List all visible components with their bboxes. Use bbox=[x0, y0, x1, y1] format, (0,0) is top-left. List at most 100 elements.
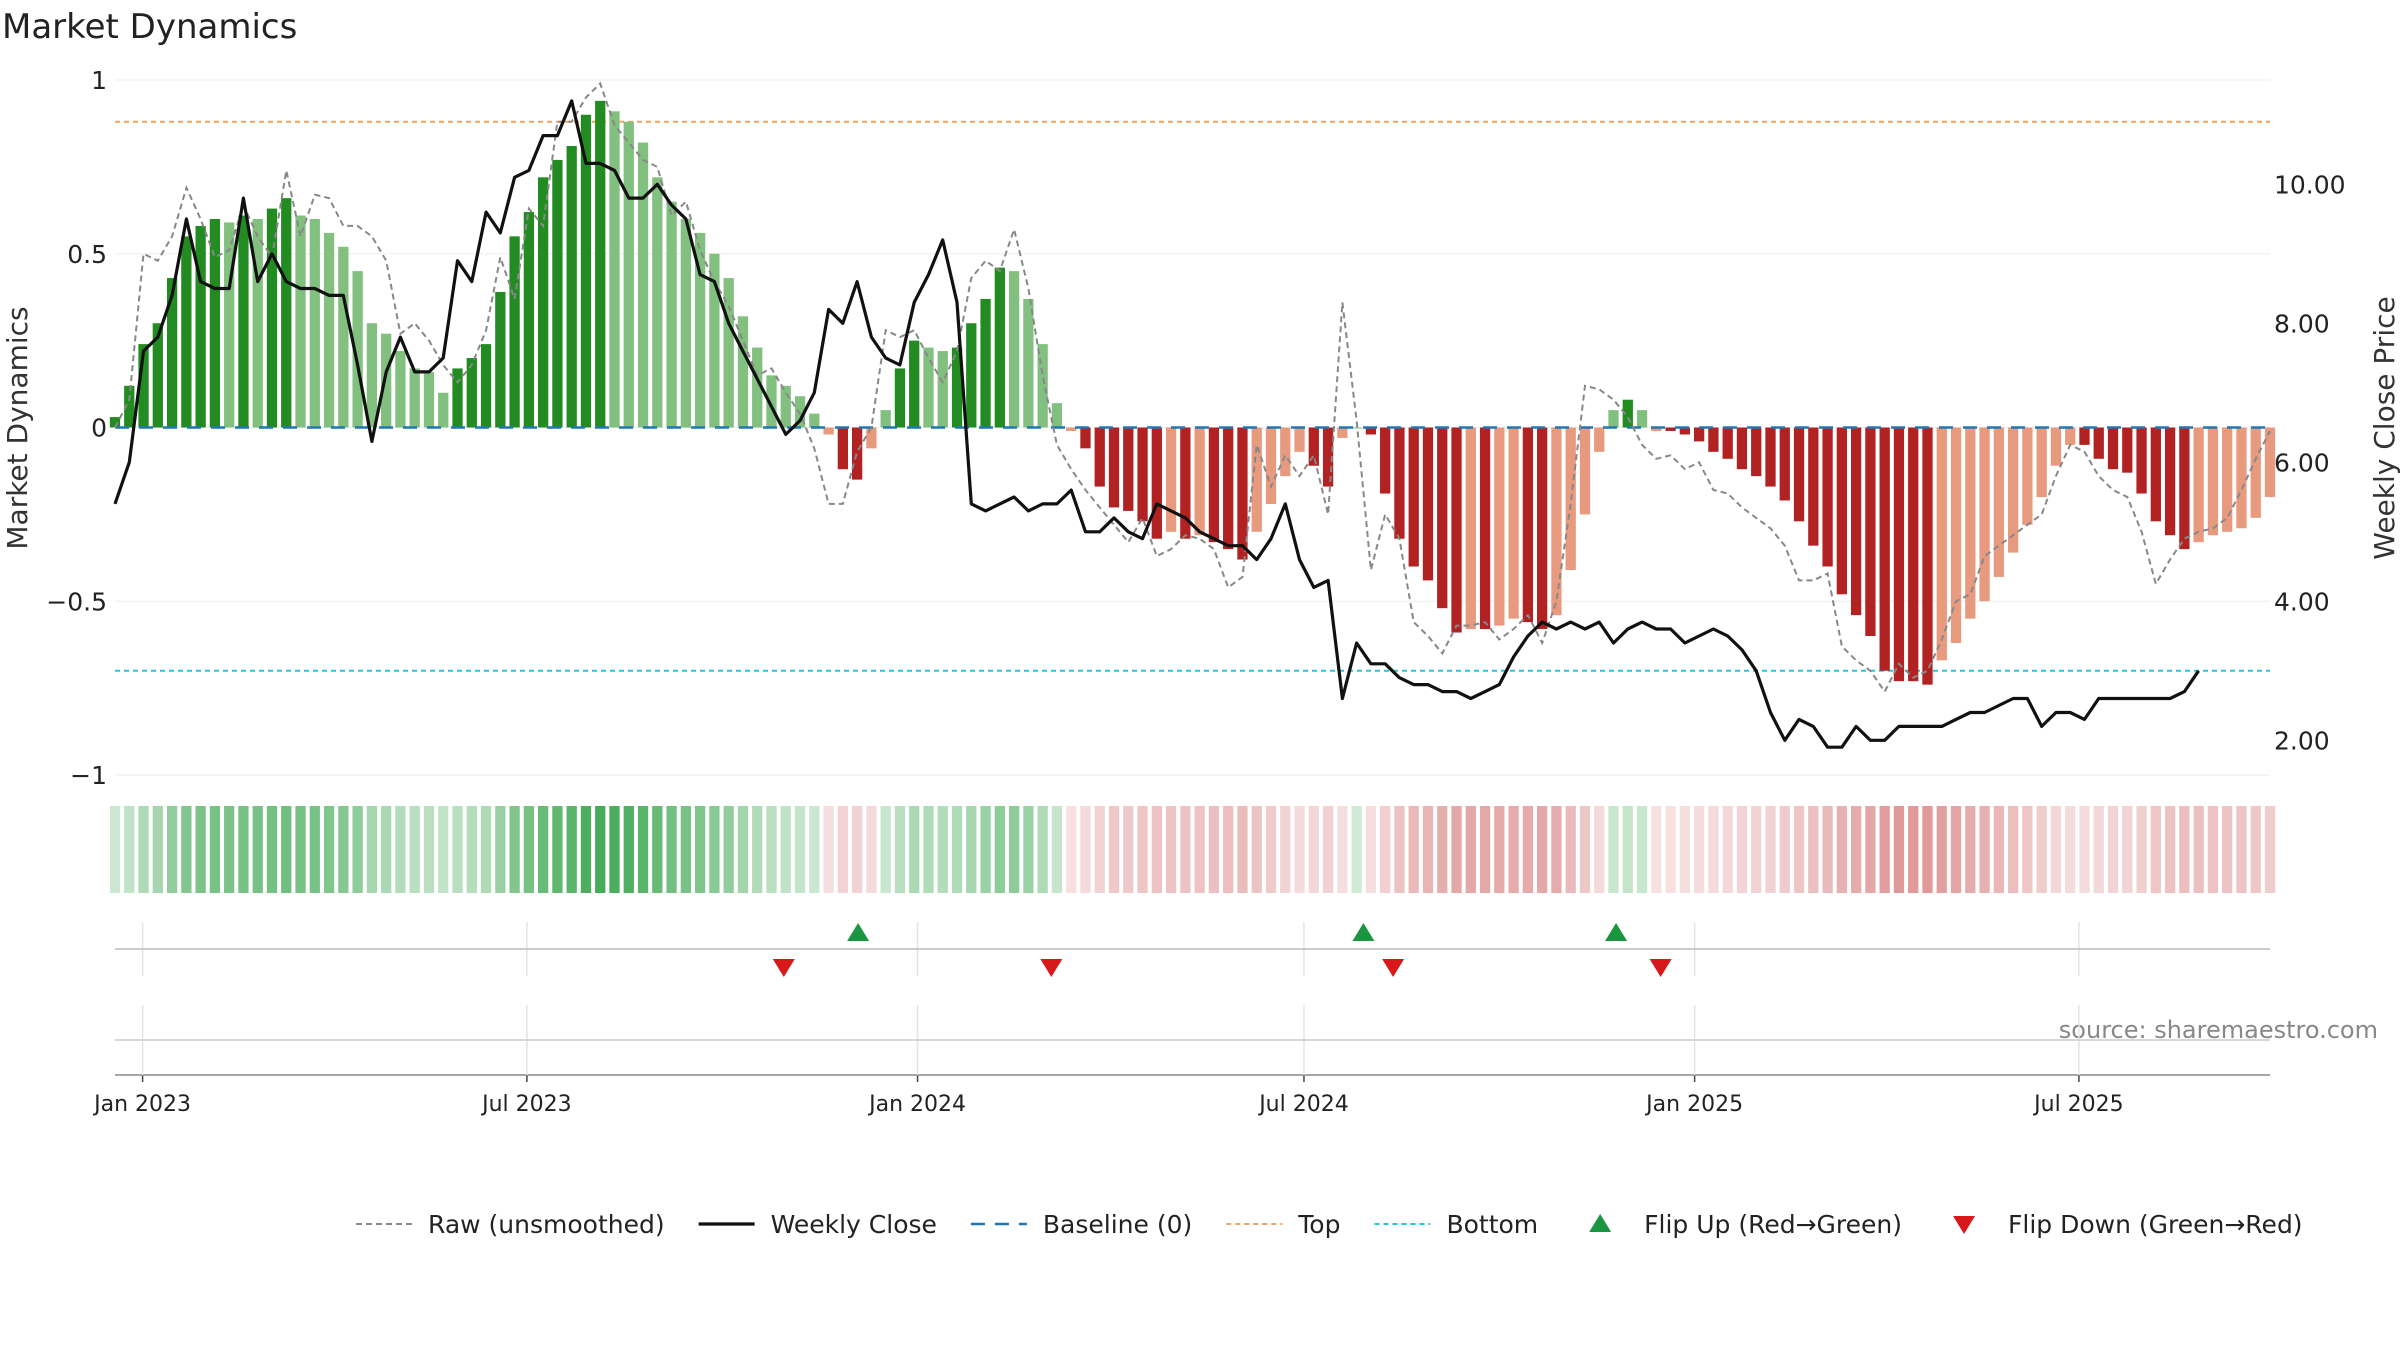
regime-strip-cell bbox=[152, 806, 163, 893]
dynamics-bar bbox=[694, 232, 706, 428]
dynamics-bar bbox=[224, 222, 235, 428]
dynamics-bar bbox=[2136, 427, 2147, 494]
regime-strip-cell bbox=[238, 806, 249, 893]
right-tick-label: 8.00 bbox=[2274, 309, 2330, 338]
dynamics-bar bbox=[809, 413, 820, 428]
dynamics-bar bbox=[1094, 427, 1105, 487]
regime-strip-cell bbox=[1494, 806, 1505, 893]
dynamics-bar bbox=[1779, 427, 1790, 501]
dynamics-bar bbox=[281, 198, 292, 428]
dynamics-bar bbox=[1850, 427, 1862, 616]
regime-strip-cell bbox=[1836, 806, 1847, 893]
regime-strip-cell bbox=[1665, 806, 1676, 893]
regime-strip-cell bbox=[723, 806, 734, 893]
left-axis-label: Market Dynamics bbox=[1, 306, 34, 549]
dynamics-bar bbox=[1836, 427, 1847, 595]
regime-strip-cell bbox=[266, 806, 278, 893]
dynamics-bar bbox=[709, 253, 720, 428]
dynamics-bar bbox=[352, 271, 363, 428]
regime-strip-cell bbox=[1751, 806, 1762, 893]
regime-strip-cell bbox=[980, 806, 991, 893]
dynamics-bar bbox=[994, 267, 1005, 428]
regime-strip-cell bbox=[1822, 806, 1833, 893]
regime-strip-cell bbox=[1351, 806, 1362, 893]
regime-strip-cell bbox=[1893, 806, 1905, 893]
dynamics-bar bbox=[1394, 427, 1405, 539]
regime-strip-cell bbox=[737, 806, 749, 893]
regime-strip-cell bbox=[2079, 806, 2090, 893]
dynamics-bar bbox=[195, 225, 206, 428]
dynamics-bar bbox=[1965, 427, 1976, 619]
dynamics-bar bbox=[124, 385, 135, 428]
dynamics-bar bbox=[1337, 427, 1348, 438]
regime-strip-cell bbox=[580, 806, 592, 893]
dynamics-bar bbox=[1280, 427, 1291, 477]
dynamics-bar bbox=[1208, 427, 1220, 543]
regime-strip-cell bbox=[1793, 806, 1805, 893]
dynamics-bar bbox=[2264, 427, 2276, 497]
dynamics-bar bbox=[309, 219, 320, 428]
regime-strip-cell bbox=[2036, 806, 2047, 893]
regime-strip-cell bbox=[409, 806, 420, 893]
regime-strip-cell bbox=[466, 806, 477, 893]
dynamics-bar bbox=[2050, 427, 2062, 466]
dynamics-bar bbox=[1908, 427, 1919, 682]
dynamics-bar bbox=[2093, 427, 2104, 459]
flip-down-marker bbox=[1040, 959, 1063, 977]
flip-down-marker bbox=[1382, 959, 1405, 977]
flip-up-marker bbox=[1605, 923, 1628, 941]
regime-strip-cell bbox=[166, 806, 178, 893]
dynamics-bar bbox=[266, 208, 278, 428]
regime-strip-cell bbox=[1451, 806, 1462, 893]
dynamics-bar bbox=[2007, 427, 2019, 553]
regime-strip-cell bbox=[2193, 806, 2204, 893]
regime-strip-cell bbox=[209, 806, 221, 893]
regime-strip-cell bbox=[1308, 806, 1319, 893]
dynamics-bar bbox=[851, 427, 863, 480]
regime-strip-cell bbox=[1508, 806, 1519, 893]
dynamics-bar bbox=[2250, 427, 2261, 518]
dynamics-bar bbox=[2222, 427, 2233, 532]
dynamics-bar bbox=[138, 344, 149, 428]
dynamics-bar bbox=[1051, 403, 1063, 428]
regime-strip-cell bbox=[595, 806, 606, 893]
dynamics-bar bbox=[894, 368, 906, 428]
dynamics-bar bbox=[209, 219, 221, 428]
legend-label-baseline: Baseline (0) bbox=[1043, 1210, 1192, 1239]
regime-strip-cell bbox=[1437, 806, 1448, 893]
regime-strip-cell bbox=[452, 806, 463, 893]
dynamics-bar bbox=[1465, 427, 1476, 630]
dynamics-bar bbox=[1522, 427, 1534, 623]
regime-strip-cell bbox=[851, 806, 863, 893]
dynamics-bar bbox=[1679, 427, 1691, 435]
dynamics-bar bbox=[2179, 427, 2190, 550]
dynamics-bar bbox=[1879, 427, 1890, 671]
flip-up-marker bbox=[1352, 923, 1375, 941]
regime-strip-cell bbox=[1137, 806, 1148, 893]
dynamics-bar bbox=[837, 427, 848, 470]
legend-label-bottom: Bottom bbox=[1446, 1210, 1538, 1239]
dynamics-bar bbox=[1223, 427, 1234, 550]
regime-strip-cell bbox=[1051, 806, 1063, 893]
regime-strip-cell bbox=[1993, 806, 2004, 893]
legend: Raw (unsmoothed) Weekly Close Baseline (0)… bbox=[356, 1210, 2303, 1239]
dynamics-bars bbox=[109, 100, 2276, 685]
right-axis-label: Weekly Close Price bbox=[2368, 296, 2400, 559]
regime-strip-cell bbox=[1465, 806, 1476, 893]
regime-strip-cell bbox=[1180, 806, 1191, 893]
dynamics-bar bbox=[238, 215, 249, 428]
dynamics-bar bbox=[1308, 427, 1319, 466]
legend-flip-down-swatch bbox=[1953, 1216, 1976, 1234]
regime-strip-cell bbox=[1922, 806, 1933, 893]
regime-strip-cell bbox=[1537, 806, 1548, 893]
dynamics-bar bbox=[1694, 427, 1705, 442]
legend-label-flip-down: Flip Down (Green→Red) bbox=[2008, 1210, 2303, 1239]
regime-strip-cell bbox=[338, 806, 349, 893]
dynamics-bar bbox=[1123, 427, 1134, 511]
dynamics-bar bbox=[1793, 427, 1805, 522]
dynamics-bar bbox=[1979, 427, 1990, 602]
regime-strip-cell bbox=[224, 806, 235, 893]
regime-strip-cell bbox=[1023, 806, 1034, 893]
left-tick-label: 0 bbox=[91, 414, 107, 443]
regime-strip-cell bbox=[1151, 806, 1162, 893]
